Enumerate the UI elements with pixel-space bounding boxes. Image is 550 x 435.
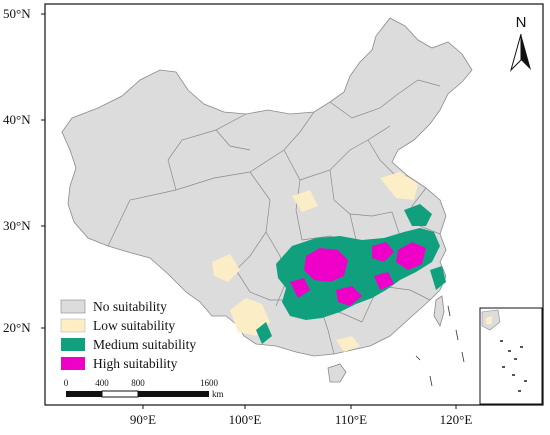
scale-tick-0: 0 [64, 378, 69, 388]
hainan-island [327, 363, 347, 383]
high-suitability-zone [290, 242, 426, 306]
north-arrow: N [510, 14, 531, 72]
lat-label-30: 30°N [3, 218, 31, 233]
scale-tick-800: 800 [131, 378, 145, 388]
lon-label-90: 90°E [130, 412, 156, 427]
lon-label-110: 110°E [335, 412, 367, 427]
scale-tick-1600: 1600 [200, 378, 219, 388]
north-arrow-label: N [516, 14, 527, 31]
south-china-sea-inset [479, 307, 543, 405]
scale-unit: km [212, 389, 224, 399]
legend-swatch-medium [61, 338, 85, 351]
north-arrow-icon [521, 34, 531, 70]
low-suitability-zone [212, 172, 418, 352]
maritime-boundary-dashes [415, 305, 465, 387]
taiwan-island [433, 295, 445, 327]
lat-label-20: 20°N [3, 320, 31, 335]
legend-label-none: No suitability [93, 299, 167, 314]
legend-label-high: High suitability [93, 356, 178, 371]
legend-swatch-low [60, 318, 86, 333]
legend-label-medium: Medium suitability [93, 337, 196, 352]
legend: No suitability Low suitability Medium su… [60, 299, 196, 371]
lat-label-50: 50°N [3, 6, 31, 21]
lon-label-100: 100°E [229, 412, 262, 427]
legend-label-low: Low suitability [93, 318, 175, 333]
lat-label-40: 40°N [3, 112, 31, 127]
legend-swatch-none [60, 299, 86, 314]
scale-bar: 0 400 800 1600 km [64, 378, 224, 399]
lon-label-120: 120°E [440, 412, 473, 427]
scale-tick-400: 400 [95, 378, 109, 388]
latitude-ticks [41, 13, 45, 329]
legend-swatch-high [61, 357, 85, 370]
longitude-ticks [142, 405, 457, 409]
